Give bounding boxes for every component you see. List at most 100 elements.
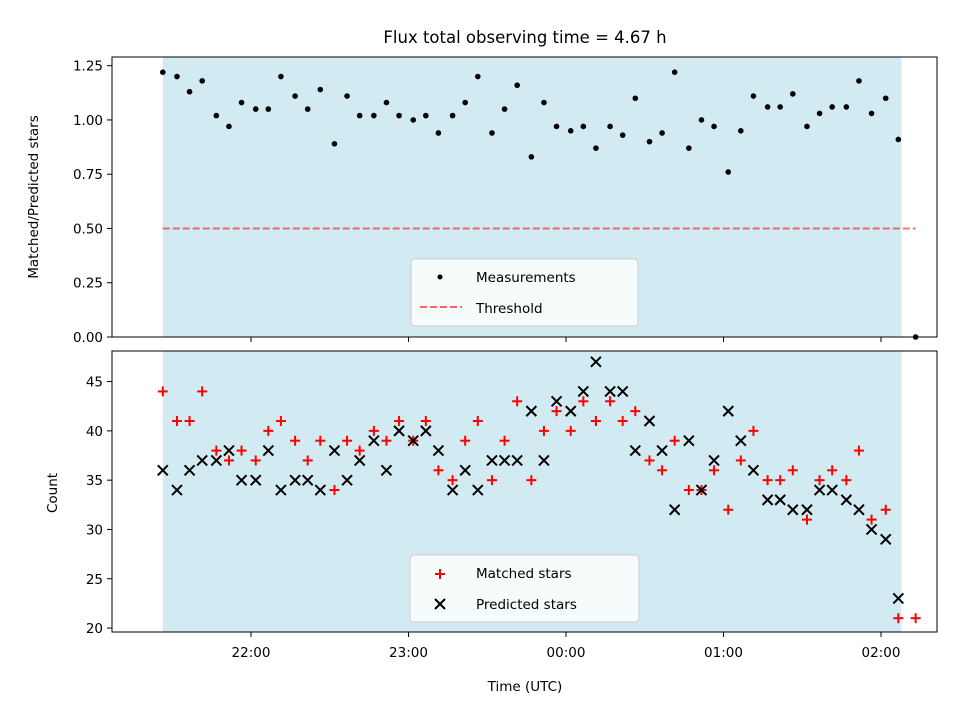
chart-title: Flux total observing time = 4.67 h: [383, 28, 666, 47]
predicted-star-point: [511, 454, 523, 467]
measurement-point: [777, 104, 783, 110]
bottom-panel: 20 25 30 35 40 45 22:00 23:00 00:00 01:00 02:00 C…: [45, 350, 938, 695]
measurement-point: [725, 169, 732, 175]
measurement-point: [186, 88, 193, 95]
predicted-star-point: [171, 484, 183, 496]
matched-star-point: [223, 455, 234, 466]
predicted-star-point: [459, 464, 471, 477]
matched-star-point: [866, 514, 877, 525]
legend-dot-icon: [437, 274, 443, 280]
predicted-star-point: [787, 504, 799, 516]
predicted-star-point: [853, 504, 865, 516]
matched-star-point: [315, 435, 326, 446]
predicted-star-point: [656, 444, 668, 457]
predicted-star-point: [525, 405, 538, 417]
predicted-star-point: [801, 504, 813, 516]
measurement-point: [317, 86, 324, 93]
x-axis-label: Time (UTC): [487, 679, 563, 695]
matched-star-point: [512, 396, 523, 407]
matched-star-point: [394, 416, 405, 427]
matched-star-point: [290, 435, 301, 446]
matched-star-point: [197, 386, 208, 397]
measurement-point: [410, 117, 417, 123]
matched-star-point: [723, 504, 734, 515]
matched-star-point: [472, 416, 483, 427]
measurement-point: [265, 106, 272, 112]
measurement-point: [344, 93, 350, 99]
measurement-point: [593, 145, 599, 151]
predicted-star-point: [368, 435, 380, 447]
measurement-point: [462, 99, 469, 106]
top-y-axis-label: Matched/Predicted stars: [26, 115, 42, 278]
matched-star-point: [499, 435, 510, 446]
measurement-point: [501, 106, 508, 112]
measurement-point: [580, 123, 587, 130]
matched-star-point: [565, 425, 576, 436]
predicted-star-point: [275, 484, 287, 496]
predicted-star-point: [722, 405, 734, 417]
matched-star-point: [329, 485, 340, 496]
matched-star-point: [526, 475, 537, 486]
measurement-point: [804, 123, 810, 130]
matched-star-point: [171, 416, 182, 427]
measurement-point: [895, 136, 902, 143]
predicted-star-point: [420, 425, 432, 437]
measurement-point: [882, 95, 889, 102]
measurement-point: [856, 78, 862, 84]
measurement-point: [160, 69, 166, 75]
matched-star-point: [236, 445, 247, 456]
legend-matched: Matched stars: [476, 566, 572, 582]
y-tick-label: 0.25: [73, 276, 103, 292]
matched-star-point: [644, 455, 655, 466]
predicted-star-point: [196, 454, 208, 467]
matched-star-point: [775, 475, 786, 486]
y-tick-label: 35: [86, 473, 103, 489]
predicted-star-point: [157, 464, 169, 477]
predicted-star-point: [826, 484, 838, 496]
measurement-point: [199, 78, 205, 84]
bottom-panel-frame: [111, 350, 938, 633]
legend-threshold: Threshold: [475, 301, 543, 317]
measurement-point: [435, 130, 442, 136]
predicted-star-point: [472, 484, 484, 496]
predicted-star-point: [761, 494, 774, 506]
measurement-point: [790, 91, 796, 97]
measurement-point: [764, 104, 771, 110]
y-tick-label: 25: [86, 572, 103, 588]
x-tick-label: 23:00: [389, 645, 428, 661]
predicted-star-point: [446, 484, 459, 496]
measurement-point: [607, 123, 613, 130]
matched-star-point: [381, 435, 392, 446]
matched-star-point: [275, 416, 286, 427]
matched-star-point: [605, 396, 616, 407]
matched-star-point: [748, 425, 759, 436]
measurement-point: [238, 99, 245, 106]
matched-star-point: [617, 416, 628, 427]
matched-star-point: [814, 475, 825, 486]
top-panel-frame: [111, 56, 938, 338]
predicted-star-point: [328, 444, 341, 457]
predicted-star-point: [865, 523, 878, 536]
measurement-point: [646, 138, 653, 145]
y-tick-label: 20: [86, 621, 103, 637]
measurement-point: [698, 117, 705, 123]
matched-star-point: [551, 406, 562, 417]
predicted-star-point: [616, 385, 629, 398]
predicted-star-point: [840, 494, 853, 506]
predicted-star-point: [683, 435, 695, 447]
matched-star-point: [630, 406, 641, 417]
legend-plus-icon: [435, 569, 445, 579]
y-tick-label: 30: [86, 522, 103, 538]
predicted-star-point: [604, 385, 616, 398]
measurement-point: [868, 110, 875, 117]
matched-star-point: [342, 435, 353, 446]
predicted-star-point: [813, 484, 826, 496]
x-tick-label: 01:00: [704, 645, 743, 661]
measurement-point: [449, 112, 456, 119]
legend-predicted: Predicted stars: [476, 597, 577, 613]
predicted-star-point: [695, 484, 708, 496]
matched-star-point: [735, 455, 746, 466]
predicted-star-point: [550, 395, 563, 407]
predicted-star-point: [183, 464, 196, 477]
